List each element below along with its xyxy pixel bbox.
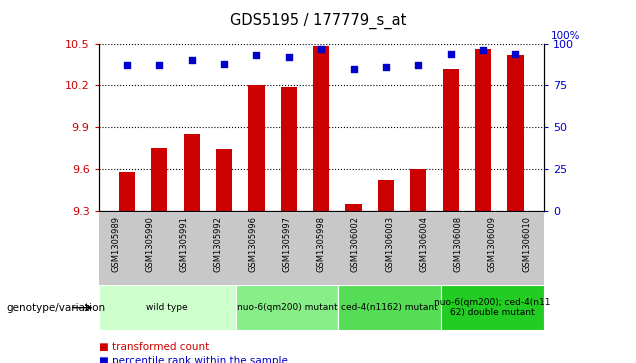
Point bbox=[510, 51, 520, 57]
Bar bbox=[475, 49, 491, 211]
Bar bbox=[441, 285, 544, 330]
Bar bbox=[235, 285, 338, 330]
Text: GSM1306003: GSM1306003 bbox=[385, 216, 394, 272]
Bar bbox=[313, 46, 329, 211]
Bar bbox=[280, 87, 297, 211]
Bar bbox=[378, 180, 394, 211]
Bar bbox=[508, 55, 523, 211]
Point bbox=[219, 61, 229, 66]
Point bbox=[381, 64, 391, 70]
Text: GSM1306004: GSM1306004 bbox=[419, 216, 429, 272]
Point bbox=[446, 51, 456, 57]
Bar bbox=[443, 69, 459, 211]
Point bbox=[413, 62, 424, 68]
Text: GSM1305998: GSM1305998 bbox=[317, 216, 326, 272]
Text: GSM1306008: GSM1306008 bbox=[453, 216, 462, 272]
Text: nuo-6(qm200); ced-4(n11
62) double mutant: nuo-6(qm200); ced-4(n11 62) double mutan… bbox=[434, 298, 551, 317]
Text: ced-4(n1162) mutant: ced-4(n1162) mutant bbox=[342, 303, 438, 312]
Text: GSM1305992: GSM1305992 bbox=[214, 216, 223, 272]
Point bbox=[316, 46, 326, 52]
Text: GDS5195 / 177779_s_at: GDS5195 / 177779_s_at bbox=[230, 13, 406, 29]
Text: GSM1305991: GSM1305991 bbox=[180, 216, 189, 272]
Point bbox=[478, 47, 488, 53]
Bar bbox=[248, 85, 265, 211]
Bar bbox=[345, 204, 362, 211]
Bar bbox=[410, 169, 426, 211]
Point bbox=[186, 57, 197, 63]
Point bbox=[154, 62, 164, 68]
Text: nuo-6(qm200) mutant: nuo-6(qm200) mutant bbox=[237, 303, 337, 312]
Text: GSM1305997: GSM1305997 bbox=[282, 216, 291, 272]
Bar bbox=[216, 149, 232, 211]
Bar bbox=[338, 285, 441, 330]
Bar bbox=[151, 148, 167, 211]
Text: ■ percentile rank within the sample: ■ percentile rank within the sample bbox=[99, 356, 287, 363]
Bar bbox=[184, 134, 200, 211]
Text: GSM1306002: GSM1306002 bbox=[351, 216, 360, 272]
Text: GSM1305996: GSM1305996 bbox=[248, 216, 257, 272]
Text: GSM1306010: GSM1306010 bbox=[522, 216, 531, 272]
Point bbox=[284, 54, 294, 60]
Text: wild type: wild type bbox=[146, 303, 188, 312]
Text: 100%: 100% bbox=[551, 31, 580, 41]
Text: genotype/variation: genotype/variation bbox=[6, 303, 106, 313]
Point bbox=[251, 52, 261, 58]
Text: GSM1305990: GSM1305990 bbox=[146, 216, 155, 272]
Text: GSM1305989: GSM1305989 bbox=[111, 216, 120, 272]
Bar bbox=[99, 285, 235, 330]
Text: ■ transformed count: ■ transformed count bbox=[99, 342, 209, 352]
Point bbox=[122, 62, 132, 68]
Point bbox=[349, 66, 359, 72]
Text: GSM1306009: GSM1306009 bbox=[488, 216, 497, 272]
Bar bbox=[119, 172, 135, 211]
